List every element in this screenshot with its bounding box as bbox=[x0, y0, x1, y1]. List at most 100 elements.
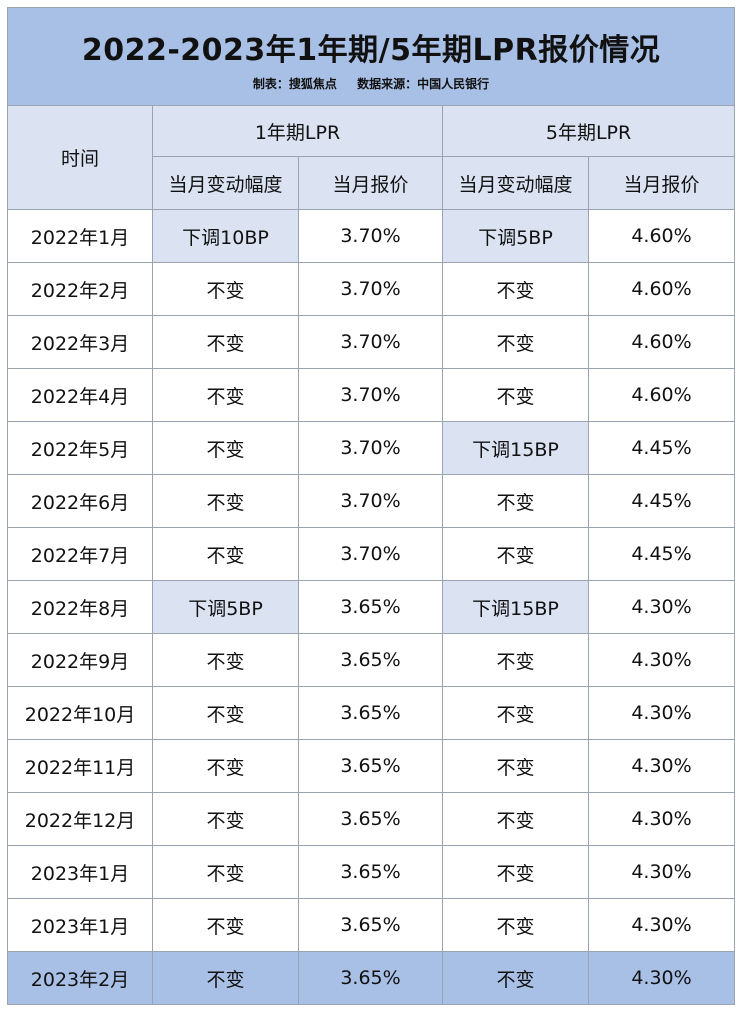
cell-1y-change: 不变 bbox=[152, 527, 299, 581]
lpr-table: 2022-2023年1年期/5年期LPR报价情况 制表：搜狐焦点 数据来源：中国… bbox=[6, 7, 736, 1005]
table-row: 2022年9月 不变 3.65% 不变 4.30% bbox=[7, 633, 736, 687]
cell-time: 2022年9月 bbox=[7, 633, 153, 687]
cell-5y-quote: 4.30% bbox=[587, 739, 736, 793]
cell-1y-change: 不变 bbox=[152, 739, 299, 793]
cell-5y-change: 下调15BP bbox=[442, 421, 589, 475]
table-row: 2022年3月 不变 3.70% 不变 4.60% bbox=[7, 315, 736, 369]
cell-1y-change: 不变 bbox=[152, 474, 299, 528]
cell-1y-change: 不变 bbox=[152, 898, 299, 952]
header-time: 时间 bbox=[7, 105, 153, 210]
cell-1y-change: 不变 bbox=[152, 792, 299, 846]
table-row: 2022年12月 不变 3.65% 不变 4.30% bbox=[7, 792, 736, 846]
cell-1y-quote: 3.65% bbox=[298, 845, 443, 899]
table-row: 2023年2月 不变 3.65% 不变 4.30% bbox=[7, 951, 736, 1005]
cell-1y-change: 不变 bbox=[152, 951, 299, 1005]
table-subtitle: 制表：搜狐焦点 数据来源：中国人民银行 bbox=[8, 75, 734, 92]
data-source: 数据来源：中国人民银行 bbox=[357, 77, 490, 91]
cell-1y-quote: 3.70% bbox=[298, 474, 443, 528]
cell-5y-quote: 4.60% bbox=[587, 368, 736, 422]
cell-5y-change: 不变 bbox=[442, 739, 589, 793]
table-row: 2022年8月 下调5BP 3.65% 下调15BP 4.30% bbox=[7, 580, 736, 634]
cell-time: 2022年8月 bbox=[7, 580, 153, 634]
table-row: 2022年5月 不变 3.70% 下调15BP 4.45% bbox=[7, 421, 736, 475]
header-5y-lpr: 5年期LPR bbox=[441, 105, 736, 157]
cell-1y-change: 不变 bbox=[152, 421, 299, 475]
cell-5y-quote: 4.60% bbox=[587, 315, 736, 369]
table-row: 2022年6月 不变 3.70% 不变 4.45% bbox=[7, 474, 736, 528]
table-row: 2023年1月 不变 3.65% 不变 4.30% bbox=[7, 845, 736, 899]
cell-1y-quote: 3.65% bbox=[298, 951, 443, 1005]
cell-1y-quote: 3.70% bbox=[298, 421, 443, 475]
cell-time: 2023年1月 bbox=[7, 898, 153, 952]
cell-time: 2022年6月 bbox=[7, 474, 153, 528]
cell-5y-quote: 4.45% bbox=[587, 474, 736, 528]
cell-1y-change: 不变 bbox=[152, 368, 299, 422]
cell-time: 2023年2月 bbox=[7, 951, 153, 1005]
cell-1y-change: 下调10BP bbox=[152, 209, 299, 263]
cell-5y-change: 不变 bbox=[442, 792, 589, 846]
cell-5y-change: 不变 bbox=[442, 845, 589, 899]
cell-5y-quote: 4.30% bbox=[587, 580, 736, 634]
cell-time: 2022年11月 bbox=[7, 739, 153, 793]
table-row: 2022年7月 不变 3.70% 不变 4.45% bbox=[7, 527, 736, 581]
cell-5y-change: 不变 bbox=[442, 262, 589, 316]
cell-5y-quote: 4.60% bbox=[587, 262, 736, 316]
cell-5y-quote: 4.30% bbox=[587, 898, 736, 952]
cell-5y-change: 不变 bbox=[442, 898, 589, 952]
cell-1y-change: 不变 bbox=[152, 633, 299, 687]
cell-1y-change: 不变 bbox=[152, 845, 299, 899]
cell-1y-change: 下调5BP bbox=[152, 580, 299, 634]
cell-1y-quote: 3.65% bbox=[298, 898, 443, 952]
cell-5y-quote: 4.30% bbox=[587, 845, 736, 899]
cell-time: 2022年4月 bbox=[7, 368, 153, 422]
cell-5y-change: 不变 bbox=[442, 951, 589, 1005]
cell-time: 2022年1月 bbox=[7, 209, 153, 263]
cell-1y-change: 不变 bbox=[152, 262, 299, 316]
cell-1y-quote: 3.70% bbox=[298, 262, 443, 316]
cell-time: 2022年3月 bbox=[7, 315, 153, 369]
cell-time: 2023年1月 bbox=[7, 845, 153, 899]
cell-5y-change: 不变 bbox=[442, 686, 589, 740]
cell-5y-quote: 4.45% bbox=[587, 421, 736, 475]
lpr-table-container: 2022-2023年1年期/5年期LPR报价情况 制表：搜狐焦点 数据来源：中国… bbox=[6, 7, 736, 1005]
cell-5y-quote: 4.30% bbox=[587, 633, 736, 687]
header-1y-quote: 当月报价 bbox=[298, 156, 443, 210]
header-1y-lpr: 1年期LPR bbox=[152, 105, 443, 157]
header-5y-change: 当月变动幅度 bbox=[442, 156, 589, 210]
table-row: 2022年10月 不变 3.65% 不变 4.30% bbox=[7, 686, 736, 740]
cell-1y-quote: 3.65% bbox=[298, 686, 443, 740]
cell-5y-quote: 4.30% bbox=[587, 951, 736, 1005]
cell-1y-change: 不变 bbox=[152, 686, 299, 740]
cell-5y-quote: 4.60% bbox=[587, 209, 736, 263]
maker-credit: 制表：搜狐焦点 bbox=[252, 77, 337, 91]
cell-5y-change: 不变 bbox=[442, 368, 589, 422]
cell-5y-quote: 4.30% bbox=[587, 686, 736, 740]
cell-5y-quote: 4.45% bbox=[587, 527, 736, 581]
cell-5y-quote: 4.30% bbox=[587, 792, 736, 846]
table-row: 2023年1月 不变 3.65% 不变 4.30% bbox=[7, 898, 736, 952]
table-row: 2022年2月 不变 3.70% 不变 4.60% bbox=[7, 262, 736, 316]
cell-1y-quote: 3.65% bbox=[298, 792, 443, 846]
cell-5y-change: 不变 bbox=[442, 527, 589, 581]
table-row: 2022年11月 不变 3.65% 不变 4.30% bbox=[7, 739, 736, 793]
cell-time: 2022年12月 bbox=[7, 792, 153, 846]
cell-time: 2022年5月 bbox=[7, 421, 153, 475]
cell-1y-quote: 3.65% bbox=[298, 580, 443, 634]
cell-1y-quote: 3.70% bbox=[298, 527, 443, 581]
cell-1y-change: 不变 bbox=[152, 315, 299, 369]
cell-5y-change: 下调15BP bbox=[442, 580, 589, 634]
table-row: 2022年1月 下调10BP 3.70% 下调5BP 4.60% bbox=[7, 209, 736, 263]
cell-time: 2022年10月 bbox=[7, 686, 153, 740]
cell-time: 2022年7月 bbox=[7, 527, 153, 581]
cell-time: 2022年2月 bbox=[7, 262, 153, 316]
header-1y-change: 当月变动幅度 bbox=[152, 156, 299, 210]
cell-5y-change: 不变 bbox=[442, 633, 589, 687]
cell-5y-change: 不变 bbox=[442, 474, 589, 528]
cell-5y-change: 下调5BP bbox=[442, 209, 589, 263]
cell-1y-quote: 3.70% bbox=[298, 315, 443, 369]
cell-1y-quote: 3.65% bbox=[298, 739, 443, 793]
cell-5y-change: 不变 bbox=[442, 315, 589, 369]
table-title: 2022-2023年1年期/5年期LPR报价情况 bbox=[81, 33, 661, 68]
cell-1y-quote: 3.70% bbox=[298, 368, 443, 422]
table-row: 2022年4月 不变 3.70% 不变 4.60% bbox=[7, 368, 736, 422]
